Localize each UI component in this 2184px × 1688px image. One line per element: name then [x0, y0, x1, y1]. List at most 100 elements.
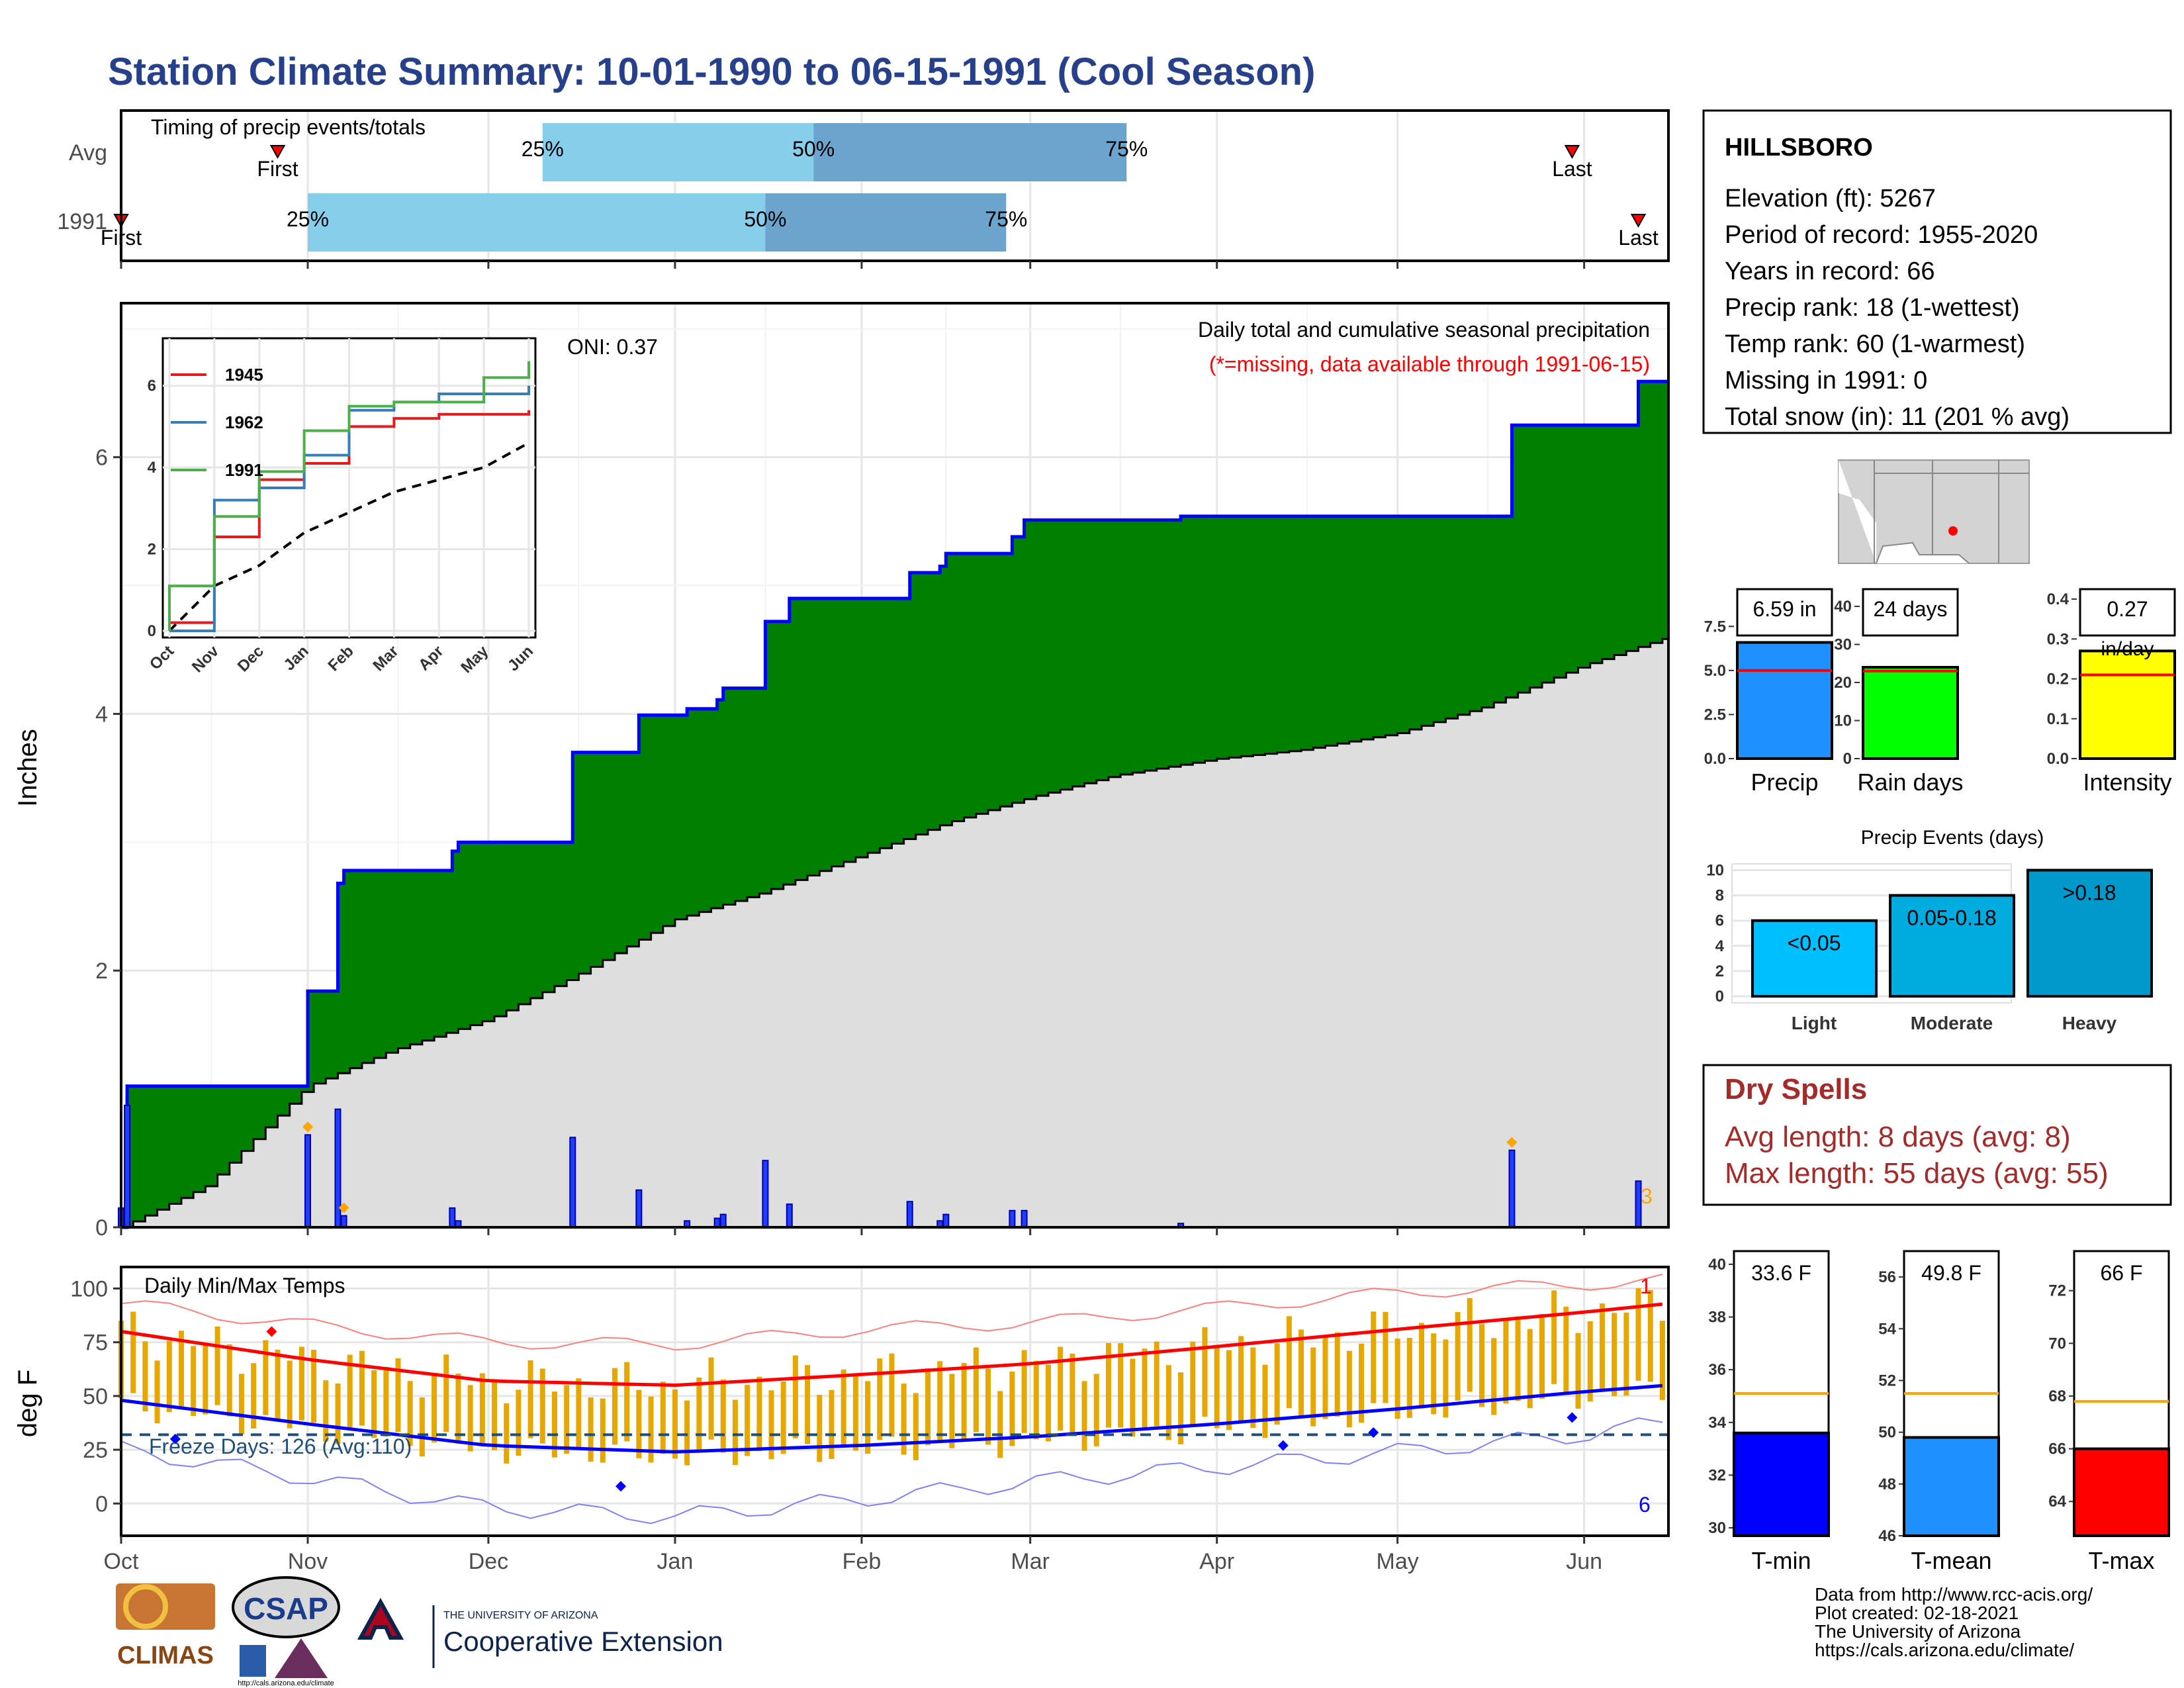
temp-daily-bar-122	[1587, 1321, 1593, 1402]
events-bar-0	[1751, 919, 1878, 998]
footer-line-4: https://cals.arizona.edu/climate/	[1815, 1640, 2074, 1660]
temp-daily-bar-98	[1298, 1329, 1304, 1416]
temp-daily-bar-34	[527, 1360, 533, 1438]
temp-summary-ytick-label-0-5: 40	[1708, 1256, 1726, 1274]
temp-summary-ytick-label-0-3: 36	[1708, 1361, 1726, 1379]
temp-record-marker-1	[169, 1433, 181, 1444]
events-bar-label-1: 0.05-0.18	[1907, 906, 1996, 930]
cumulative-precip-line	[121, 379, 1668, 1229]
daily-precip-bar-13	[786, 1203, 793, 1228]
dry-spells-avg: Avg length: 8 days (avg: 8)	[1725, 1121, 2071, 1153]
temp-daily-bar-124	[1612, 1313, 1617, 1396]
temp-daily-bar-49	[708, 1357, 714, 1440]
dry-spells-max: Max length: 55 days (avg: 55)	[1725, 1157, 2109, 1190]
events-ytick-5: 10	[1706, 862, 1724, 880]
month-label-3: Jan	[657, 1549, 694, 1574]
temp-daily-bar-13	[275, 1349, 281, 1422]
temp-summary-ytick-label-0-0: 30	[1708, 1519, 1726, 1537]
temp-record-marker-3	[1277, 1440, 1289, 1451]
temp-daily-bar-50	[720, 1379, 726, 1453]
daily-precip-bar-8	[635, 1189, 643, 1228]
temp-daily-bar-1	[130, 1311, 136, 1393]
events-title: Precip Events (days)	[1861, 827, 2044, 849]
inset-ytick-3: 6	[148, 377, 156, 395]
timing-first-label-0: First	[257, 157, 298, 181]
temp-daily-bar-67	[925, 1368, 931, 1446]
temp-daily-bar-117	[1527, 1329, 1533, 1409]
temp-summary-ytick-label-2-0: 64	[2048, 1493, 2066, 1511]
temp-summary-ytick-label-2-4: 72	[2048, 1282, 2066, 1300]
temp-summary-value-2: 66 F	[2100, 1261, 2142, 1285]
summary-category-1: Rain days	[1857, 769, 1963, 796]
temp-summary-ytick-label-0-4: 38	[1708, 1309, 1726, 1327]
daily-precip-bar-5	[449, 1207, 456, 1228]
temp-daily-bar-65	[901, 1383, 907, 1455]
station-line-7: Total snow (in): 11 (201 % avg)	[1725, 403, 2070, 431]
events-ytick-2: 4	[1715, 937, 1725, 955]
temp-daily-bar-35	[539, 1368, 545, 1444]
csap-logo: CSAP http://cals.arizona.edu/climate	[232, 1576, 340, 1687]
temp-daily-bar-64	[889, 1353, 895, 1437]
snow-marker-0	[302, 1121, 314, 1133]
summary-ytick-label-1-4: 40	[1834, 598, 1852, 616]
temp-daily-bar-54	[768, 1390, 774, 1460]
temp-ytick-label-4: 100	[70, 1276, 108, 1301]
temp-daily-bar-102	[1346, 1350, 1352, 1428]
temp-daily-bar-27	[443, 1354, 449, 1432]
month-label-8: Jun	[1566, 1549, 1602, 1574]
temp-daily-bar-60	[841, 1369, 846, 1447]
daily-precip-bar-2	[304, 1134, 312, 1229]
temp-ytick-label-2: 50	[83, 1384, 108, 1409]
temp-daily-bar-37	[564, 1385, 570, 1454]
temp-summary-ytick-label-1-5: 56	[1878, 1268, 1896, 1286]
summary-unit-2: in/day	[2101, 638, 2154, 660]
temp-daily-bar-79	[1069, 1353, 1075, 1434]
summary-value-0: 6.59 in	[1752, 597, 1816, 621]
station-line-2: Period of record: 1955-2020	[1725, 221, 2038, 249]
temp-daily-bar-66	[913, 1393, 919, 1460]
summary-label-box-2	[2079, 588, 2176, 637]
inset-ytick-0: 0	[148, 622, 156, 640]
month-label-4: Feb	[842, 1549, 882, 1574]
temp-ytick-label-0: 0	[95, 1491, 108, 1517]
temp-daily-bar-116	[1515, 1316, 1521, 1401]
timing-bar-second-half-1	[765, 193, 1007, 252]
temp-record-marker-5	[1567, 1412, 1578, 1423]
temp-daily-bar-63	[877, 1358, 883, 1440]
month-label-6: Apr	[1199, 1549, 1234, 1574]
temp-daily-bar-87	[1165, 1365, 1171, 1440]
summary-ytick-label-1-2: 20	[1834, 674, 1852, 692]
temp-summary-category-1: T-mean	[1911, 1547, 1991, 1574]
temp-daily-bar-2	[142, 1341, 148, 1412]
summary-bar-1	[1862, 666, 1959, 760]
timing-bar-first-half-1	[308, 193, 766, 252]
month-label-7: May	[1377, 1549, 1419, 1574]
events-bar-label-2: >0.18	[2063, 881, 2116, 905]
temp-summary-ytick-label-0-2: 34	[1708, 1414, 1726, 1432]
precip-ytick-label-0: 0	[95, 1215, 108, 1241]
timing-p50-label-1: 50%	[744, 207, 786, 231]
temp-daily-bar-71	[973, 1347, 979, 1432]
precip-ytick-label-1: 2	[95, 959, 108, 984]
temp-daily-bar-113	[1479, 1324, 1484, 1407]
temp-summary-bar-0	[1733, 1431, 1830, 1537]
precip-panel-title: Daily total and cumulative seasonal prec…	[1198, 318, 1650, 342]
precip-y-axis-title: Inches	[13, 729, 42, 807]
temp-daily-bar-119	[1551, 1290, 1557, 1384]
temp-panel: Daily Min/Max Temps Freeze Days: 126 (Av…	[13, 1266, 1670, 1537]
inset-series-1991	[168, 361, 530, 631]
temp-summary-ytick-label-1-1: 48	[1878, 1476, 1896, 1493]
temp-daily-bar-76	[1033, 1360, 1039, 1440]
temp-summary-category-0: T-min	[1752, 1547, 1811, 1574]
inset-chart: Oct Nov Dec Jan Feb Mar Apr May Jun0246194519621…	[146, 337, 537, 677]
temp-record-marker-2	[615, 1481, 627, 1492]
temp-daily-bar-82	[1105, 1342, 1111, 1428]
temp-daily-bar-103	[1359, 1343, 1365, 1423]
temp-daily-bar-78	[1058, 1346, 1064, 1431]
temp-daily-bar-16	[311, 1349, 317, 1423]
temp-daily-bar-19	[347, 1354, 353, 1428]
temp-daily-bar-14	[287, 1360, 293, 1429]
timing-last-label-0: Last	[1552, 157, 1592, 181]
inset-ytick-2: 4	[148, 459, 157, 477]
